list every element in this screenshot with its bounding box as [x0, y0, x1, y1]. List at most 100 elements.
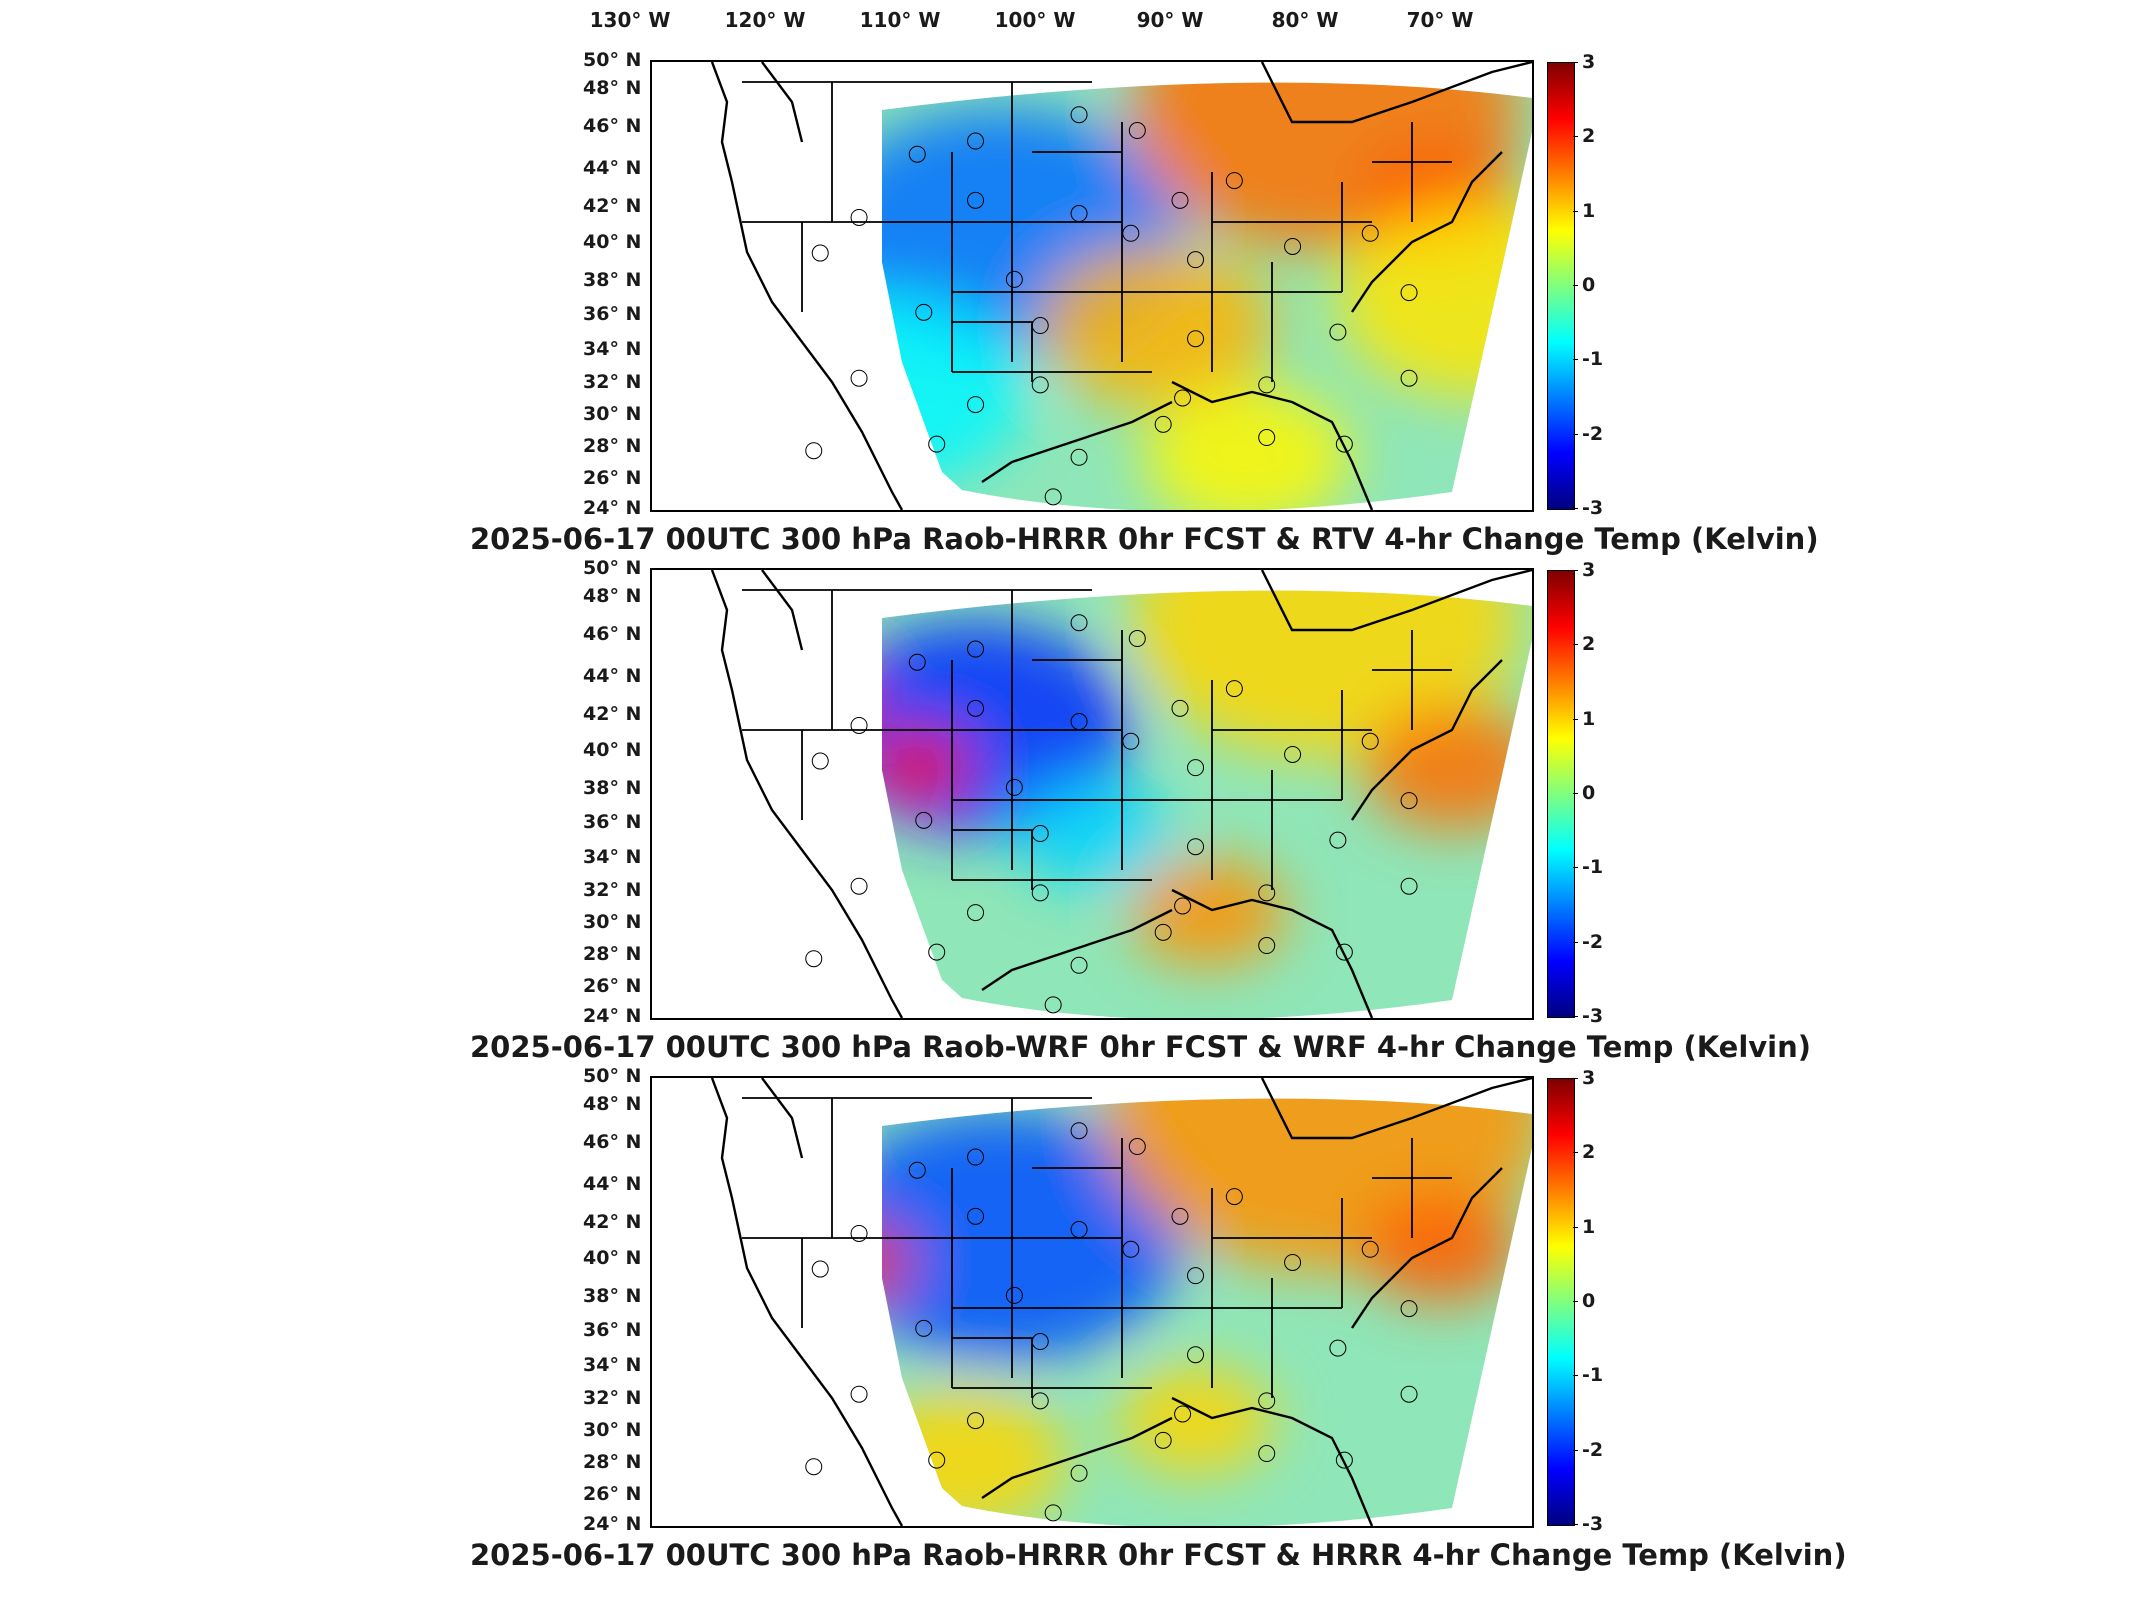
- longitude-label: 80° W: [1271, 8, 1339, 32]
- raob-station-marker: [1174, 1405, 1192, 1423]
- colorbar-tick-label: 0: [1582, 782, 1596, 804]
- latitude-label: 36° N: [583, 1319, 642, 1341]
- raob-station-marker: [915, 1319, 933, 1337]
- raob-station-marker: [1171, 699, 1189, 717]
- colorbar: [1547, 1078, 1575, 1526]
- map-panel: 50° N 48° N 46° N 44° N 42° N 40° N 38° N 36° N…: [0, 557, 2133, 1070]
- raob-station-marker: [928, 943, 946, 961]
- latitude-label: 36° N: [583, 811, 642, 833]
- raob-station-marker: [1258, 884, 1276, 902]
- temperature-map: [710, 62, 1532, 510]
- raob-station-marker: [1329, 323, 1347, 341]
- raob-station-marker: [1070, 1464, 1088, 1482]
- latitude-label: 30° N: [583, 1418, 642, 1441]
- latitude-label: 34° N: [583, 1354, 642, 1377]
- raob-station-marker: [928, 435, 946, 453]
- raob-station-marker: [1070, 106, 1088, 124]
- raob-station-marker: [967, 396, 985, 414]
- map-panel: 50° N 48° N 46° N 44° N 42° N 40° N 38° N 36° N…: [0, 49, 2133, 562]
- colorbar-tick-mark: [1573, 644, 1578, 646]
- raob-station-marker: [1335, 1451, 1353, 1469]
- colorbar-tick-mark: [1573, 210, 1578, 212]
- raob-station-marker: [1258, 1392, 1276, 1410]
- raob-station-marker: [1284, 1253, 1302, 1271]
- panel-title: 2025-06-17 00UTC 300 hPa Raob-HRRR 0hr F…: [470, 1538, 1847, 1572]
- raob-station-marker: [1070, 205, 1088, 223]
- raob-station-marker: [1122, 732, 1140, 750]
- temperature-anomaly-region: [882, 731, 970, 804]
- map-plot-area: [650, 568, 1534, 1020]
- raob-station-marker: [967, 1148, 985, 1166]
- raob-station-marker: [1187, 838, 1205, 856]
- latitude-label: 40° N: [583, 1247, 642, 1270]
- latitude-label: 46° N: [583, 1131, 642, 1154]
- colorbar-tick-label: -2: [1582, 422, 1604, 445]
- colorbar-tick-label: 2: [1582, 633, 1596, 656]
- latitude-label: 30° N: [583, 402, 642, 425]
- colorbar-tick-mark: [1573, 1301, 1578, 1302]
- colorbar-tick-mark: [1573, 941, 1578, 943]
- map-plot-area: [650, 60, 1534, 512]
- raob-station-marker: [1070, 1122, 1088, 1140]
- panel-title: 2025-06-17 00UTC 300 hPa Raob-HRRR 0hr F…: [470, 522, 1819, 556]
- longitude-label: 130° W: [589, 8, 671, 32]
- latitude-label: 24° N: [583, 497, 642, 519]
- temperature-map: [710, 570, 1532, 1018]
- latitude-label: 48° N: [583, 584, 642, 607]
- raob-station-marker: [805, 950, 823, 968]
- latitude-label: 50° N: [583, 557, 642, 579]
- latitude-label: 38° N: [583, 776, 642, 799]
- colorbar-tick-mark: [1573, 1375, 1578, 1377]
- raob-station-marker: [1171, 1207, 1189, 1225]
- raob-station-marker: [850, 716, 868, 734]
- colorbar-tick-mark: [1573, 1078, 1578, 1079]
- raob-station-marker: [1258, 937, 1276, 955]
- colorbar-tick-label: -2: [1582, 1438, 1604, 1461]
- raob-station-marker: [915, 811, 933, 829]
- colorbar-tick-label: 1: [1582, 1215, 1596, 1238]
- latitude-label: 34° N: [583, 846, 642, 869]
- raob-station-marker: [1122, 1240, 1140, 1258]
- temperature-anomaly-region: [1129, 590, 1520, 758]
- raob-station-marker: [967, 699, 985, 717]
- raob-station-marker: [1171, 191, 1189, 209]
- raob-station-marker: [1258, 376, 1276, 394]
- latitude-label: 42° N: [583, 702, 642, 725]
- latitude-label: 38° N: [583, 268, 642, 291]
- raob-station-marker: [1258, 1445, 1276, 1463]
- latitude-label: 32° N: [583, 878, 642, 901]
- raob-station-marker: [1005, 1286, 1023, 1304]
- raob-station-marker: [1122, 224, 1140, 242]
- temperature-anomaly-region: [1143, 385, 1352, 510]
- colorbar-tick-mark: [1573, 508, 1578, 509]
- raob-station-marker: [1044, 488, 1062, 506]
- raob-station-marker: [1070, 448, 1088, 466]
- latitude-label: 46° N: [583, 623, 642, 646]
- raob-station-marker: [1187, 1346, 1205, 1364]
- raob-station-marker: [967, 1207, 985, 1225]
- latitude-label: 44° N: [583, 157, 642, 180]
- latitude-label: 40° N: [583, 739, 642, 762]
- raob-station-marker: [850, 208, 868, 226]
- raob-station-marker: [1044, 1504, 1062, 1522]
- latitude-label: 28° N: [583, 1450, 642, 1473]
- raob-station-marker: [1329, 831, 1347, 849]
- coastline: [710, 570, 1532, 1018]
- raob-station-marker: [811, 752, 829, 770]
- raob-station-marker: [967, 1412, 985, 1430]
- colorbar-tick-label: 3: [1582, 1067, 1596, 1089]
- latitude-label: 36° N: [583, 303, 642, 325]
- latitude-label: 50° N: [583, 1065, 642, 1087]
- temperature-anomaly-region: [1337, 200, 1532, 399]
- raob-station-marker: [850, 1224, 868, 1242]
- colorbar-tick-mark: [1573, 793, 1578, 794]
- raob-station-marker: [1070, 713, 1088, 731]
- raob-station-marker: [1361, 224, 1379, 242]
- colorbar-tick-label: 2: [1582, 125, 1596, 148]
- colorbar-tick-label: -3: [1582, 497, 1604, 519]
- raob-station-marker: [1335, 943, 1353, 961]
- raob-station-marker: [1187, 251, 1205, 269]
- colorbar-tick-label: 1: [1582, 707, 1596, 730]
- colorbar-tick-label: 0: [1582, 1290, 1596, 1312]
- raob-station-marker: [1154, 415, 1172, 433]
